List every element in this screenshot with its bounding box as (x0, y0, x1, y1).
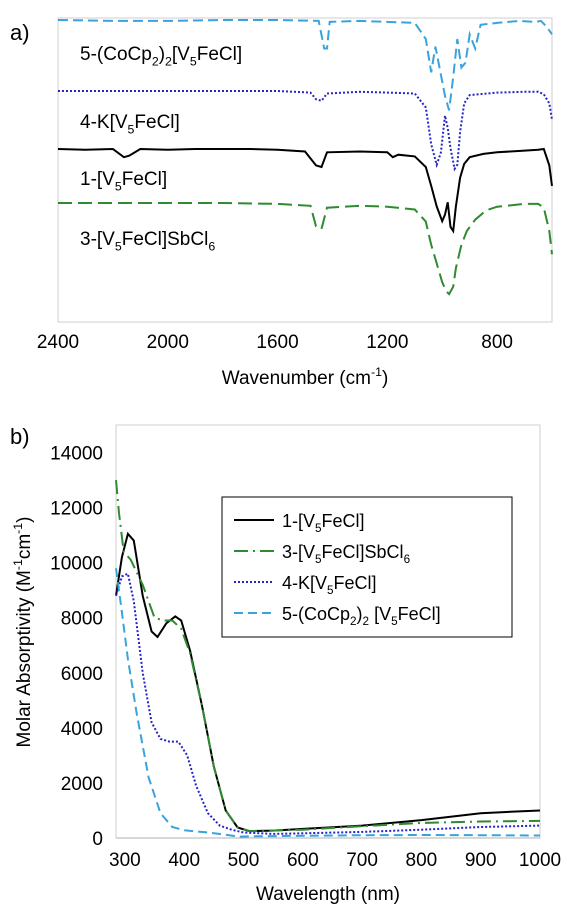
ir-trace-label-2-part-0: 1-[V (80, 169, 115, 190)
legend-entry-2-part-1: 5 (327, 584, 334, 597)
legend-entry-3-part-5: 5 (391, 615, 398, 628)
legend: 1-[V5FeCl]3-[V5FeCl]SbCl64-K[V5FeCl]5-(C… (221, 496, 513, 638)
ir-trace-0 (57, 19, 553, 111)
ir-trace-label-3: 3-[V5FeCl]SbCl6 (80, 229, 215, 253)
legend-entry-3-part-2: ) (357, 604, 363, 624)
ir-trace-label-0-part-1: 2 (152, 54, 159, 68)
legend-entry-3-part-3: 2 (363, 615, 370, 628)
y-axis-title-part-2: cm (14, 534, 35, 559)
x-tick-label: 500 (228, 850, 260, 871)
ir-trace-label-0-part-3: 2 (165, 54, 172, 68)
ir-trace-label-0-part-6: FeCl] (197, 44, 242, 65)
panel-label: b) (10, 424, 30, 449)
ir-trace-label-0-part-2: ) (159, 44, 165, 65)
y-tick-label: 6000 (61, 664, 103, 685)
y-tick-label: 0 (92, 829, 103, 850)
ir-trace-label-3-part-2: FeCl]SbCl (122, 229, 209, 250)
y-tick-label: 14000 (50, 444, 103, 465)
ir-trace-label-1-part-1: 5 (128, 122, 135, 136)
panel-b-uv-vis-spectra: b) 0 2000 4000 6000 8000 10000 12000 14000 300 400… (10, 424, 561, 905)
ir-trace-label-0-part-0: 5-(CoCp (80, 44, 152, 65)
plot-frame (57, 17, 553, 323)
x-tick-label: 1200 (366, 332, 408, 353)
ir-trace-1 (58, 90, 553, 172)
x-tick-label: 800 (481, 332, 513, 353)
legend-entry-3-part-0: 5-(CoCp (282, 604, 350, 624)
x-tick-label: 2400 (37, 332, 79, 353)
y-axis-title-part-3: -1 (11, 523, 25, 534)
x-tick-label: 2000 (147, 332, 189, 353)
legend-entry-0-part-1: 5 (315, 522, 322, 535)
legend-entry-1-part-1: 5 (315, 553, 322, 566)
ir-trace-label-2-part-1: 5 (115, 179, 122, 193)
x-tick-label: 300 (109, 850, 141, 871)
ir-trace-label-0-part-4: [V (172, 44, 190, 65)
x-tick-label: 900 (465, 850, 497, 871)
x-tick-label: 800 (406, 850, 438, 871)
y-axis-title: Molar Absorptivity (M-1cm-1) (11, 517, 35, 748)
ir-trace-2 (57, 147, 553, 234)
legend-entry-3: 5-(CoCp2)2 [V5FeCl] (282, 604, 441, 628)
legend-entry-1-part-0: 3-[V (282, 542, 315, 562)
y-tick-label: 2000 (61, 774, 103, 795)
ir-trace-label-0: 5-(CoCp2)2[V5FeCl] (80, 44, 242, 68)
legend-entry-2: 4-K[V5FeCl] (282, 573, 377, 597)
uv-trace-3 (115, 568, 541, 838)
y-axis-title-part-4: ) (14, 517, 35, 523)
uv-trace-2 (115, 572, 541, 835)
y-axis-title-part-1: -1 (11, 559, 25, 570)
legend-entry-2-part-2: FeCl] (334, 573, 377, 593)
uv-trace-1 (115, 480, 541, 833)
ir-trace-label-1-part-0: 4-K[V (80, 112, 128, 133)
legend-entry-0: 1-[V5FeCl] (282, 511, 365, 535)
legend-entry-1-part-3: 6 (404, 553, 411, 566)
y-axis-title-part-0: Molar Absorptivity (M (14, 570, 35, 747)
x-tick-label: 1600 (256, 332, 298, 353)
y-tick-label: 12000 (50, 499, 103, 520)
legend-entry-3-part-4: [V (369, 604, 391, 624)
ir-trace-label-1: 4-K[V5FeCl] (80, 112, 180, 136)
x-axis-title-part-0: Wavenumber (cm (222, 368, 371, 389)
legend-entry-1: 3-[V5FeCl]SbCl6 (282, 542, 410, 566)
ir-trace-label-0-part-5: 5 (190, 54, 197, 68)
ir-trace-label-2-part-2: FeCl] (122, 169, 167, 190)
x-axis-title-part-1: -1 (371, 365, 382, 379)
x-tick-label: 700 (346, 850, 378, 871)
ir-trace-3 (58, 202, 553, 296)
legend-entry-3-part-1: 2 (350, 615, 357, 628)
ir-trace-label-1-part-2: FeCl] (134, 112, 179, 133)
x-axis-title-part-2: ) (382, 368, 388, 389)
ir-trace-label-3-part-0: 3-[V (80, 229, 115, 250)
ir-trace-label-3-part-1: 5 (115, 239, 122, 253)
legend-entry-0-part-2: FeCl] (322, 511, 365, 531)
y-tick-label: 10000 (50, 554, 103, 575)
panel-a-ir-spectra: a)5-(CoCp2)2[V5FeCl]4-K[V5FeCl]1-[V5FeCl… (10, 17, 553, 389)
x-tick-label: 1000 (519, 850, 561, 871)
ir-trace-label-3-part-3: 6 (208, 239, 215, 253)
y-tick-label: 8000 (61, 609, 103, 630)
legend-entry-0-part-0: 1-[V (282, 511, 315, 531)
y-tick-label: 4000 (61, 719, 103, 740)
legend-entry-3-part-6: FeCl] (398, 604, 441, 624)
x-axis-title: Wavenumber (cm-1) (222, 365, 389, 389)
legend-entry-2-part-0: 4-K[V (282, 573, 327, 593)
ir-trace-label-2: 1-[V5FeCl] (80, 169, 167, 193)
x-tick-label: 600 (287, 850, 319, 871)
x-tick-label: 400 (168, 850, 200, 871)
x-axis-title: Wavelength (nm) (256, 884, 400, 905)
panel-label: a) (10, 20, 30, 45)
legend-entry-1-part-2: FeCl]SbCl (322, 542, 404, 562)
